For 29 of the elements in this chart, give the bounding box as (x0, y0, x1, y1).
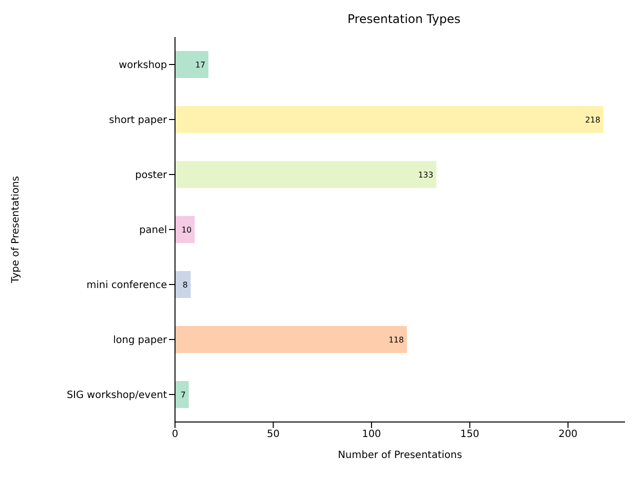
y-tick-label: SIG workshop/event (66, 390, 168, 402)
data-label: 218 (585, 115, 600, 124)
x-tick-label: 50 (266, 429, 280, 440)
bar (175, 51, 208, 78)
y-axis-title: Type of Presentations (10, 176, 22, 284)
data-label: 118 (388, 335, 404, 344)
y-tick-label: short paper (109, 115, 168, 126)
bar (175, 106, 604, 133)
y-tick-label: mini conference (86, 280, 167, 292)
y-tick-label: workshop (118, 60, 167, 72)
data-label: 8 (182, 280, 188, 290)
bar (175, 271, 191, 298)
data-label: 7 (180, 390, 186, 400)
bar (175, 161, 436, 188)
x-tick-label: 200 (558, 429, 578, 440)
chart-title: Presentation Types (346, 12, 462, 26)
bar (175, 326, 407, 353)
data-label: 10 (181, 225, 192, 234)
y-tick-label: panel (139, 225, 167, 236)
x-axis-title: Number of Presentations (338, 450, 462, 461)
bar (175, 216, 195, 243)
bar (175, 381, 189, 408)
data-label: 133 (418, 170, 434, 180)
x-tick-label: 150 (460, 429, 480, 440)
y-tick-label: poster (135, 170, 168, 182)
x-tick-label: 100 (362, 429, 382, 440)
x-tick-label: 0 (172, 429, 178, 440)
data-label: 17 (195, 60, 206, 70)
y-tick-label: long paper (113, 335, 168, 346)
